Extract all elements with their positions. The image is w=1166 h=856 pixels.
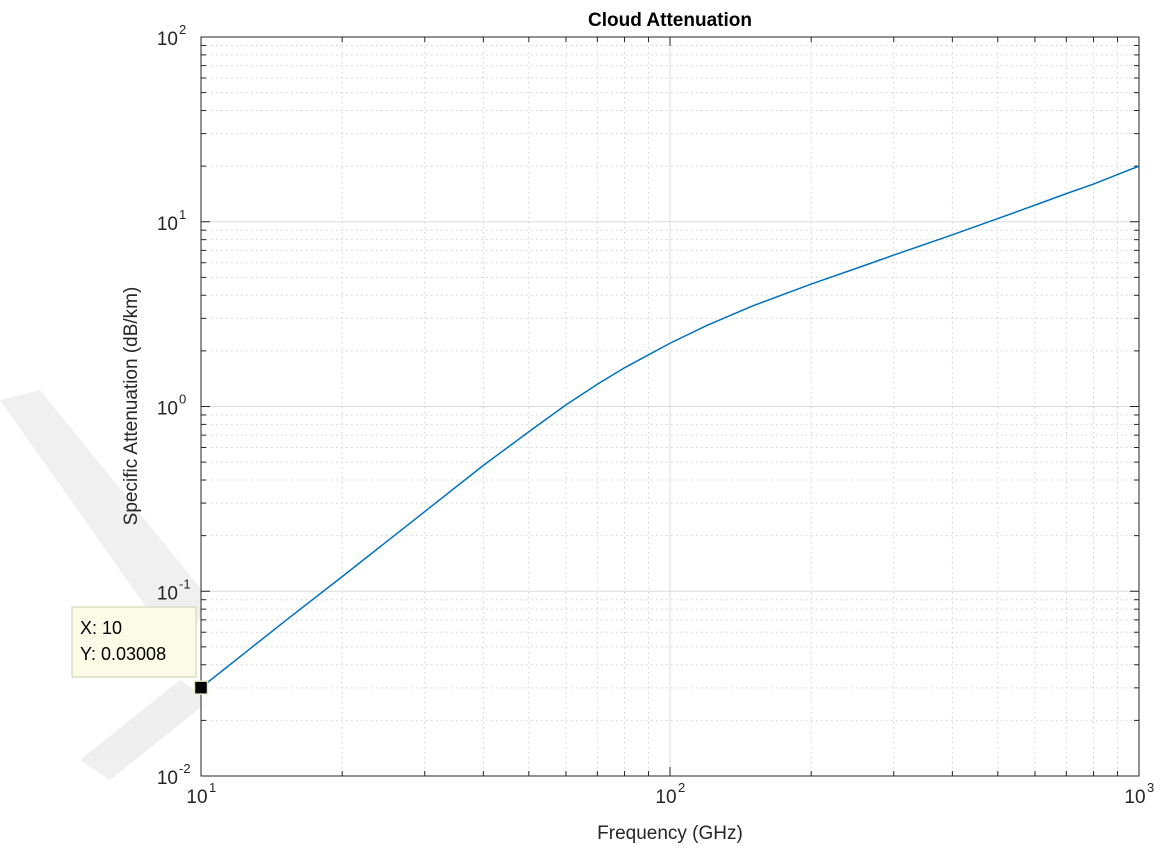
y-tick-label: 10 0: [157, 392, 186, 420]
x-tick-label: 10 2: [655, 780, 685, 808]
y-axis-label: Specific Attenuation (dB/km): [121, 287, 142, 526]
x-tick-label: 10 1: [186, 780, 216, 808]
y-tick-base: 10: [157, 29, 178, 50]
y-tick-base: 10: [157, 214, 178, 235]
x-tick-exponent: 3: [1147, 780, 1154, 795]
x-tick-exponent: 1: [209, 780, 216, 795]
x-tick-exponent: 2: [678, 780, 685, 795]
y-tick-label: 10 -2: [157, 761, 191, 789]
chart-title: Cloud Attenuation: [588, 10, 752, 31]
x-tick-base: 10: [1124, 787, 1145, 808]
y-tick-label: 10 1: [157, 207, 186, 235]
y-tick-base: 10: [157, 399, 178, 420]
x-tick-base: 10: [655, 787, 676, 808]
y-tick-exponent: 2: [179, 22, 186, 37]
x-axis-label: Frequency (GHz): [597, 823, 743, 844]
datatip-box: [71, 606, 197, 678]
datatip[interactable]: X: 10 Y: 0.03008: [71, 606, 209, 695]
datatip-x-text: X: 10: [80, 618, 122, 638]
axis-ticks: [200, 37, 1139, 777]
series-line: [200, 165, 1140, 689]
x-tick-base: 10: [186, 787, 207, 808]
datatip-marker[interactable]: [193, 680, 209, 695]
y-tick-exponent: -1: [179, 576, 191, 591]
y-tick-base: 10: [157, 583, 178, 604]
minor-grid: [201, 37, 1139, 776]
y-tick-exponent: 1: [179, 207, 186, 222]
datatip-y-text: Y: 0.03008: [80, 644, 166, 664]
tick-labels: 10 1 10 2 10 310 -210 -110 010 110 2: [157, 22, 1154, 808]
y-tick-exponent: -2: [179, 761, 191, 776]
y-tick-label: 10 2: [157, 22, 186, 50]
y-tick-exponent: 0: [179, 392, 186, 407]
x-tick-label: 10 3: [1124, 780, 1154, 808]
watermark-shape: [0, 390, 210, 780]
y-tick-base: 10: [157, 768, 178, 789]
y-tick-label: 10 -1: [157, 576, 191, 604]
